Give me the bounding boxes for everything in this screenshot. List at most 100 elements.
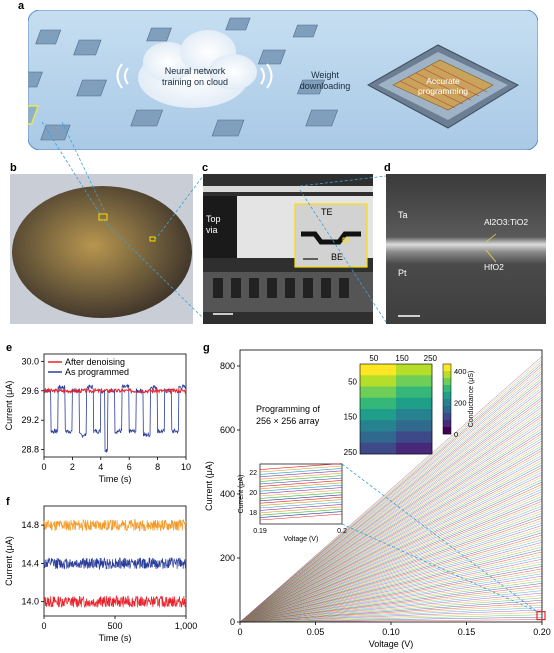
inset-x-tick: 0.2 bbox=[337, 528, 347, 535]
heatmap-cell bbox=[420, 442, 433, 455]
inset-curve bbox=[259, 499, 343, 506]
inset-curve bbox=[259, 504, 343, 511]
x-axis-label: Time (s) bbox=[99, 633, 132, 643]
panel-label-g: g bbox=[203, 342, 210, 354]
heatmap-cell bbox=[420, 409, 433, 421]
series-trace bbox=[43, 518, 187, 532]
iv-curve bbox=[239, 363, 543, 623]
colorbar-segment bbox=[443, 371, 451, 379]
mini-chip bbox=[28, 71, 43, 88]
iv-curve bbox=[239, 602, 543, 623]
x-tick-label: 0 bbox=[237, 627, 242, 637]
iv-curve bbox=[239, 418, 543, 623]
heatmap-top-tick: 50 bbox=[369, 354, 378, 363]
heatmap-cell bbox=[396, 442, 409, 455]
cloud-caption-line-2: training on cloud bbox=[161, 77, 229, 87]
inset-curve bbox=[259, 468, 343, 475]
iv-curve bbox=[239, 460, 543, 623]
legend-label: As programmed bbox=[65, 367, 129, 377]
colorbar-label: Conductance (μS) bbox=[468, 371, 475, 428]
heatmap-cell bbox=[396, 364, 409, 376]
y-tick-label: 14.8 bbox=[21, 520, 39, 530]
heatmap-cell bbox=[384, 375, 397, 387]
iv-curve bbox=[239, 609, 543, 623]
wafer-photo bbox=[10, 174, 193, 324]
iv-curve bbox=[239, 520, 543, 623]
inset-curve bbox=[259, 501, 343, 509]
iv-curve bbox=[239, 426, 543, 623]
inset-curve bbox=[259, 489, 343, 497]
x-tick-label: 0.10 bbox=[382, 627, 400, 637]
colorbar-segment bbox=[443, 413, 451, 421]
y-tick-label: 28.8 bbox=[21, 445, 39, 455]
iv-curve bbox=[239, 527, 543, 623]
heatmap-cell bbox=[408, 420, 421, 432]
iv-curve bbox=[239, 457, 543, 623]
heatmap-cell bbox=[420, 420, 433, 432]
heatmap-cell bbox=[408, 431, 421, 444]
iv-curve bbox=[239, 447, 543, 623]
heatmap-left-tick: 150 bbox=[344, 413, 358, 422]
iv-curve bbox=[239, 469, 543, 623]
iv-curve bbox=[239, 575, 543, 623]
chart-e: 0 2 4 6 8 10 28.8 29.2 29.6 30.0 Time (s) Current (… bbox=[4, 353, 191, 484]
iv-curve bbox=[239, 590, 543, 623]
heatmap-left-tick: 50 bbox=[348, 377, 357, 386]
inset-y-tick: 18 bbox=[249, 510, 257, 517]
iv-curve bbox=[239, 537, 543, 623]
heatmap-cell bbox=[420, 364, 433, 376]
iv-curve bbox=[239, 580, 543, 623]
heatmap-cell bbox=[384, 397, 397, 410]
heatmap-cell bbox=[420, 386, 433, 399]
iv-curve bbox=[239, 530, 543, 623]
iv-curve bbox=[239, 394, 543, 623]
iv-curve bbox=[239, 464, 543, 623]
panel-label-c: c bbox=[202, 162, 209, 174]
inset-x-tick: 0.19 bbox=[253, 528, 267, 535]
x-tick-label: 6 bbox=[127, 462, 132, 472]
heatmap-cell bbox=[408, 397, 421, 410]
inset-curve bbox=[259, 482, 343, 490]
inset-curve bbox=[259, 513, 343, 521]
x-tick-label: 500 bbox=[107, 621, 122, 631]
iv-curve bbox=[239, 592, 543, 623]
y-tick-label: 29.2 bbox=[21, 415, 39, 425]
iv-curve bbox=[239, 595, 543, 623]
iv-curve bbox=[239, 421, 543, 623]
iv-curve bbox=[239, 619, 543, 623]
x-tick-label: 0.05 bbox=[307, 627, 325, 637]
colorbar-frame bbox=[442, 363, 452, 435]
iv-curve bbox=[239, 368, 543, 623]
heatmap-cell bbox=[408, 442, 421, 455]
iv-curve bbox=[239, 542, 543, 623]
iv-curve bbox=[239, 370, 543, 623]
legend-label: After denoising bbox=[65, 357, 125, 367]
heatmap-cell bbox=[360, 431, 373, 444]
iv-curve bbox=[239, 404, 543, 623]
iv-curve bbox=[239, 534, 543, 623]
iv-curve bbox=[239, 554, 543, 623]
iv-curve bbox=[239, 443, 543, 623]
inset-curve bbox=[259, 475, 343, 482]
plot-frame bbox=[43, 353, 187, 458]
iv-curve bbox=[239, 433, 543, 623]
iv-curve bbox=[239, 583, 543, 623]
panel-label-f: f bbox=[6, 496, 10, 508]
iv-curve bbox=[239, 397, 543, 623]
iv-curve bbox=[239, 546, 543, 623]
y-tick-label: 30.0 bbox=[21, 356, 39, 366]
iv-curve bbox=[239, 587, 543, 623]
x-tick-label: 2 bbox=[70, 462, 75, 472]
inset-curve bbox=[259, 511, 343, 518]
iv-curve bbox=[239, 358, 543, 623]
heatmap-cell bbox=[360, 375, 373, 387]
x-tick-label: 8 bbox=[155, 462, 160, 472]
iv-curve bbox=[239, 597, 543, 623]
cross-section-image bbox=[203, 174, 373, 324]
iv-curve bbox=[239, 561, 543, 623]
x-axis-label: Voltage (V) bbox=[369, 639, 414, 649]
iv-curve bbox=[239, 525, 543, 623]
mini-chip bbox=[292, 24, 318, 38]
iv-curve bbox=[239, 450, 543, 623]
